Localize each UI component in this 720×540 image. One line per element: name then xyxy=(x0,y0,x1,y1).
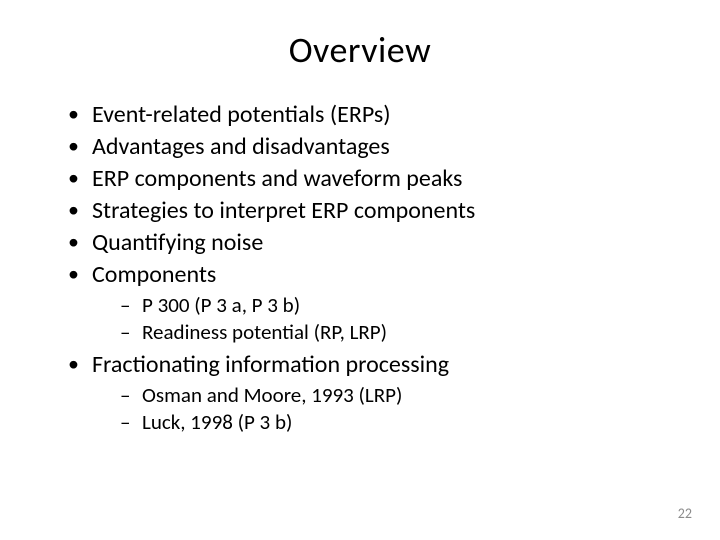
slide-title: Overview xyxy=(50,28,670,72)
sub-list-item: Readiness potential (RP, LRP) xyxy=(120,319,670,345)
page-number: 22 xyxy=(678,505,692,522)
list-item-text: Fractionating information processing xyxy=(92,350,449,379)
list-item-text: ERP components and waveform peaks xyxy=(92,164,462,193)
list-item: Strategies to interpret ERP components xyxy=(68,196,670,226)
list-item-text: Components xyxy=(92,260,216,289)
list-item: ERP components and waveform peaks xyxy=(68,164,670,194)
slide: Overview Event-related potentials (ERPs)… xyxy=(0,0,720,540)
list-item-text: Strategies to interpret ERP components xyxy=(92,196,475,225)
list-item: Quantifying noise xyxy=(68,228,670,258)
sub-list-item-text: P 300 (P 3 a, P 3 b) xyxy=(142,292,300,318)
list-item: Event-related potentials (ERPs) xyxy=(68,100,670,130)
bullet-list: Event-related potentials (ERPs) Advantag… xyxy=(50,100,670,435)
sub-list-item-text: Luck, 1998 (P 3 b) xyxy=(142,409,292,435)
sub-list-item: P 300 (P 3 a, P 3 b) xyxy=(120,292,670,318)
sub-list-item: Osman and Moore, 1993 (LRP) xyxy=(120,382,670,408)
list-item-text: Event-related potentials (ERPs) xyxy=(92,100,391,129)
list-item: Fractionating information processing Osm… xyxy=(68,350,670,436)
sub-bullet-list: P 300 (P 3 a, P 3 b) Readiness potential… xyxy=(92,292,670,346)
list-item-text: Advantages and disadvantages xyxy=(92,132,390,161)
sub-list-item: Luck, 1998 (P 3 b) xyxy=(120,409,670,435)
sub-list-item-text: Readiness potential (RP, LRP) xyxy=(142,319,387,345)
list-item-text: Quantifying noise xyxy=(92,228,263,257)
list-item: Components P 300 (P 3 a, P 3 b) Readines… xyxy=(68,260,670,346)
sub-list-item-text: Osman and Moore, 1993 (LRP) xyxy=(142,382,402,408)
list-item: Advantages and disadvantages xyxy=(68,132,670,162)
sub-bullet-list: Osman and Moore, 1993 (LRP) Luck, 1998 (… xyxy=(92,382,670,436)
